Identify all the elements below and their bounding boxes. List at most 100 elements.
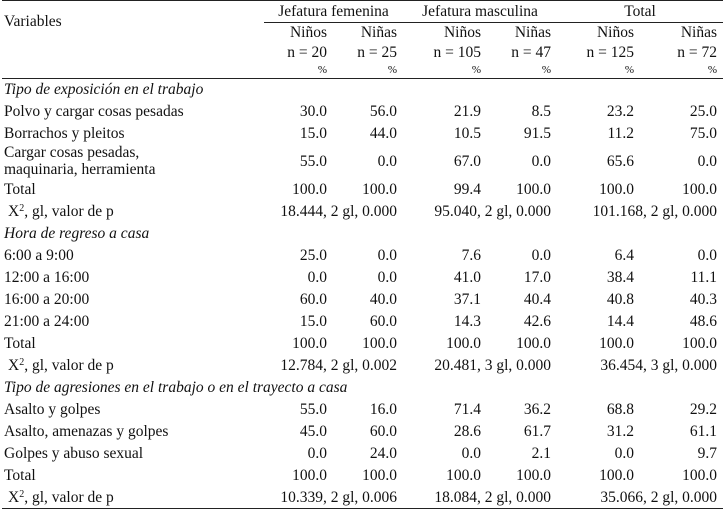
- table-cell: 7.6: [461, 246, 481, 264]
- table-cell: 14.3: [453, 312, 481, 330]
- table-cell: 40.4: [523, 290, 552, 308]
- percent-header: %: [640, 62, 724, 79]
- table-cell: 100.0: [516, 334, 552, 352]
- row-label: Total: [4, 180, 36, 198]
- row-label: Asalto, amenazas y golpes: [4, 422, 169, 440]
- table-cell: 44.0: [369, 124, 397, 142]
- table-cell: 0.0: [614, 444, 635, 462]
- table-cell: 15.0: [299, 124, 327, 142]
- table-cell: 60.0: [369, 422, 397, 440]
- chi-square-value: 12.784, 2 gl, 0.002: [280, 356, 397, 374]
- table-cell: 61.7: [523, 422, 552, 440]
- chi-square-value: 36.454, 3 gl, 0.000: [600, 356, 718, 374]
- table-cell: 40.3: [689, 290, 718, 308]
- table-row: Asalto, amenazas y golpes 45.0 60.0 28.6 61.…: [2, 421, 723, 443]
- row-label: 16:00 a 20:00: [4, 290, 90, 308]
- table-cell: 100.0: [292, 334, 327, 352]
- n-header: n = 72: [677, 43, 718, 61]
- table-cell: 15.0: [299, 312, 327, 330]
- table-cell: 100.0: [292, 466, 327, 484]
- table-cell: 100.0: [682, 334, 718, 352]
- n-header: n = 20: [287, 43, 327, 61]
- table-cell: 10.5: [453, 124, 481, 142]
- section-title: Tipo de agresiones en el trabajo o en el…: [4, 378, 348, 396]
- percent-header: %: [487, 62, 558, 79]
- sub-header: Niños: [443, 24, 481, 41]
- percent-header: %: [333, 62, 403, 79]
- table-cell: 100.0: [599, 466, 635, 484]
- table-cell: 24.0: [369, 444, 397, 462]
- sub-header: Niñas: [680, 24, 718, 41]
- chi-square-value: 18.444, 2 gl, 0.000: [280, 202, 397, 220]
- table-cell: 14.4: [606, 312, 635, 330]
- n-header: n = 47: [511, 43, 552, 61]
- table-cell: 28.6: [453, 422, 481, 440]
- row-label: Borrachos y pleitos: [4, 124, 125, 142]
- table-cell: 48.6: [689, 312, 718, 330]
- row-label: Asalto y golpes: [4, 400, 101, 418]
- table-cell: 100.0: [446, 334, 481, 352]
- table-cell: 0.0: [307, 444, 327, 462]
- table-row: 6:00 a 9:00 25.0 0.0 7.6 0.0 6.4 0.0: [2, 245, 723, 267]
- table-cell: 11.1: [690, 268, 718, 286]
- table-cell: 0.0: [697, 246, 718, 264]
- sub-header: Niñas: [360, 24, 397, 41]
- row-label: 6:00 a 9:00: [4, 246, 74, 264]
- table-cell: 0.0: [531, 152, 552, 170]
- table-cell: 68.8: [606, 400, 635, 418]
- table-cell: 36.2: [523, 400, 552, 418]
- sub-header: Niños: [289, 24, 327, 41]
- n-header: n = 125: [586, 43, 635, 61]
- table-cell: 40.8: [606, 290, 635, 308]
- n-header: n = 25: [357, 43, 397, 61]
- row-label: Total: [4, 334, 36, 352]
- table-cell: 0.0: [377, 268, 397, 286]
- table-row: Total 100.0 100.0 100.0 100.0 100.0 100.0: [2, 333, 723, 355]
- row-label: Total: [4, 466, 36, 484]
- table-cell: 55.0: [299, 400, 327, 418]
- table-cell: 40.0: [369, 290, 397, 308]
- table-row: Total 100.0 100.0 99.4 100.0 100.0 100.0: [2, 179, 723, 201]
- variables-header: Variables: [2, 0, 264, 43]
- table-cell: 67.0: [453, 152, 481, 170]
- table-cell: 0.0: [377, 152, 397, 170]
- table-cell: 9.7: [697, 444, 718, 462]
- group-header-female: Jefatura femenina: [264, 0, 403, 23]
- table-row: Asalto y golpes 55.0 16.0 71.4 36.2 68.8 29.2: [2, 399, 723, 421]
- table-cell: 55.0: [299, 152, 327, 170]
- table-cell: 21.9: [453, 102, 481, 120]
- chi-square-value: 20.481, 3 gl, 0.000: [434, 356, 552, 374]
- row-label: 21:00 a 24:00: [4, 312, 90, 330]
- table-cell: 38.4: [606, 268, 635, 286]
- table-cell: 100.0: [446, 466, 481, 484]
- table-row: Borrachos y pleitos 15.0 44.0 10.5 91.5 11.2 7…: [2, 123, 723, 145]
- section-row: Tipo de exposición en el trabajo: [2, 79, 723, 101]
- table-row: Total 100.0 100.0 100.0 100.0 100.0 100.0: [2, 465, 723, 487]
- table-cell: 0.0: [377, 246, 397, 264]
- chi-square-value: 35.066, 2 gl, 0.000: [557, 486, 724, 509]
- chi-square-row: X2, gl, valor de p 12.784, 2 gl, 0.002 20.…: [2, 355, 723, 377]
- table-cell: 41.0: [453, 268, 481, 286]
- group-header-male: Jefatura masculina: [403, 0, 558, 23]
- chi-square-value: 10.339, 2 gl, 0.006: [264, 486, 403, 509]
- chi-square-row: X2, gl, valor de p 10.339, 2 gl, 0.006 18.…: [2, 486, 724, 509]
- table-cell: 100.0: [362, 180, 397, 198]
- table-cell: 25.0: [689, 102, 718, 120]
- table-cell: 71.4: [453, 400, 481, 418]
- table-row: 16:00 a 20:00 60.0 40.0 37.1 40.4 40.8 40.3: [2, 289, 723, 311]
- table-cell: 100.0: [292, 180, 327, 198]
- table-cell: 100.0: [362, 334, 397, 352]
- table-cell: 0.0: [461, 444, 481, 462]
- table-cell: 100.0: [599, 180, 635, 198]
- table-cell: 29.2: [689, 400, 718, 418]
- table-row: Cargar cosas pesadas, maquinaria, herrami…: [2, 145, 723, 179]
- n-header: n = 105: [433, 43, 482, 61]
- chi-square-value: 101.168, 2 gl, 0.000: [592, 202, 718, 220]
- table-cell: 65.6: [606, 152, 635, 170]
- chi-square-label: X2, gl, valor de p: [8, 356, 114, 374]
- row-label: Golpes y abuso sexual: [4, 444, 144, 462]
- table-cell: 0.0: [531, 246, 552, 264]
- table-cell: 99.4: [453, 180, 481, 198]
